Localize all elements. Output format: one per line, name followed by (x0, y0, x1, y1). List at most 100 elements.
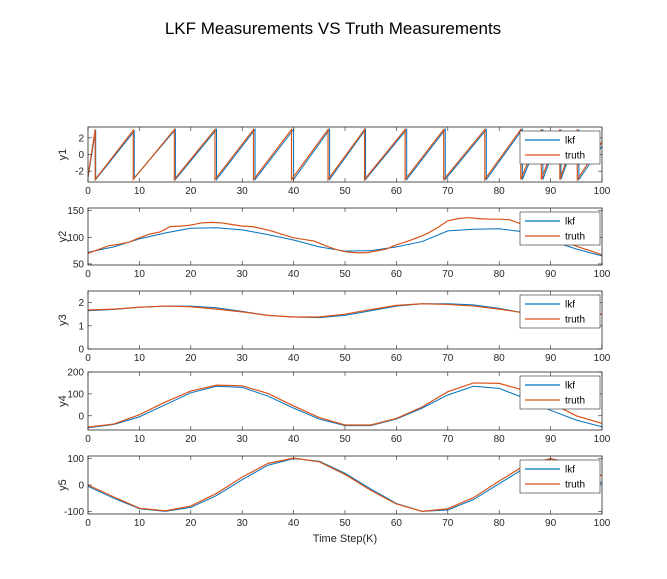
x-tick-label: 90 (545, 186, 557, 197)
subplot-3: 0 10 20 30 40 50 60 70 80 90 100 0 1 2 y3 lkf truth (57, 290, 611, 364)
x-tick-label: 80 (494, 186, 506, 197)
plot-area (88, 291, 602, 349)
x-tick-label: 30 (237, 434, 249, 445)
x-tick-label: 50 (339, 434, 351, 445)
y-tick-label: 100 (67, 454, 84, 465)
x-tick-label: 80 (494, 434, 506, 445)
x-tick-label: 10 (134, 353, 146, 364)
series-group (88, 382, 602, 429)
legend-label-truth: truth (565, 480, 585, 491)
y-tick-label: -100 (64, 507, 84, 518)
series-line-lkf (88, 385, 602, 429)
x-tick-label: 20 (185, 434, 197, 445)
x-tick-label: 50 (339, 353, 351, 364)
legend-label-lkf: lkf (565, 300, 575, 311)
series-line-truth (88, 303, 602, 318)
legend-label-lkf: lkf (565, 217, 575, 228)
y-axis-label: y4 (57, 395, 69, 407)
x-tick-label: 80 (494, 518, 506, 529)
y-tick-label: 50 (73, 259, 85, 270)
y-axis-label: y5 (57, 479, 69, 491)
legend-label-truth: truth (565, 396, 585, 407)
x-tick-label: 10 (134, 434, 146, 445)
series-group (88, 216, 602, 257)
legend-label-truth: truth (565, 151, 585, 162)
x-tick-label: 30 (237, 518, 249, 529)
legend-box (519, 211, 601, 246)
legend-label-lkf: lkf (565, 136, 575, 147)
x-tick-label: 20 (185, 186, 197, 197)
y-tick-label: 0 (78, 481, 84, 492)
series-line-lkf (88, 127, 602, 182)
series-group (88, 127, 602, 182)
x-tick-label: 50 (339, 518, 351, 529)
subplot-4: 0 10 20 30 40 50 60 70 80 90 100 0 100 200 y4 lkf truth (57, 368, 611, 446)
x-tick-label: 40 (288, 186, 300, 197)
y-axis-label: y2 (57, 231, 69, 243)
y-axis-label: y1 (57, 149, 69, 161)
x-tick-label: 100 (594, 186, 611, 197)
x-tick-label: 60 (391, 269, 403, 280)
y-tick-label: 100 (67, 389, 84, 400)
x-tick-label: 20 (185, 518, 197, 529)
series-line-lkf (88, 458, 602, 512)
plot-area (88, 456, 602, 514)
x-tick-label: 100 (594, 353, 611, 364)
y-tick-label: 2 (78, 298, 84, 309)
x-tick-label: 100 (594, 269, 611, 280)
x-tick-label: 20 (185, 353, 197, 364)
y-tick-label: -2 (75, 167, 84, 178)
x-tick-label: 0 (85, 434, 91, 445)
series-line-truth (88, 457, 602, 512)
series-line-truth (88, 127, 602, 182)
y-tick-label: 2 (78, 133, 84, 144)
legend-box (519, 294, 601, 329)
subplot-2: 0 10 20 30 40 50 60 70 80 90 100 50 100 150 y2 lkf truth (57, 206, 611, 280)
y-axis-label: y3 (57, 314, 69, 326)
x-tick-label: 20 (185, 269, 197, 280)
x-tick-label: 0 (85, 269, 91, 280)
x-tick-label: 40 (288, 269, 300, 280)
legend-label-truth: truth (565, 232, 585, 243)
series-group (88, 303, 602, 319)
x-tick-label: 70 (442, 186, 454, 197)
x-tick-label: 10 (134, 518, 146, 529)
series-group (88, 457, 602, 512)
x-tick-label: 70 (442, 434, 454, 445)
x-tick-label: 40 (288, 353, 300, 364)
legend-label-lkf: lkf (565, 381, 575, 392)
x-tick-label: 80 (494, 353, 506, 364)
legend-box (519, 459, 601, 494)
x-tick-label: 70 (442, 353, 454, 364)
y-tick-label: 1 (78, 321, 84, 332)
x-tick-label: 30 (237, 353, 249, 364)
y-tick-label: 150 (67, 206, 84, 217)
x-tick-label: 50 (339, 186, 351, 197)
legend-label-truth: truth (565, 315, 585, 326)
y-tick-label: 200 (67, 368, 84, 379)
x-tick-label: 70 (442, 518, 454, 529)
x-tick-label: 60 (391, 518, 403, 529)
x-tick-label: 80 (494, 269, 506, 280)
x-tick-label: 0 (85, 186, 91, 197)
x-tick-label: 40 (288, 434, 300, 445)
series-line-truth (88, 216, 602, 256)
x-tick-label: 0 (85, 353, 91, 364)
x-tick-label: 90 (545, 518, 557, 529)
x-tick-label: 90 (545, 434, 557, 445)
x-tick-label: 10 (134, 269, 146, 280)
x-tick-label: 60 (391, 353, 403, 364)
x-tick-label: 60 (391, 434, 403, 445)
x-tick-label: 70 (442, 269, 454, 280)
x-tick-label: 10 (134, 186, 146, 197)
figure-title: LKF Measurements VS Truth Measurements (165, 19, 501, 38)
x-axis-label: Time Step(K) (313, 533, 377, 545)
x-tick-label: 90 (545, 269, 557, 280)
x-tick-label: 0 (85, 518, 91, 529)
legend-box (519, 375, 601, 410)
x-tick-label: 100 (594, 518, 611, 529)
